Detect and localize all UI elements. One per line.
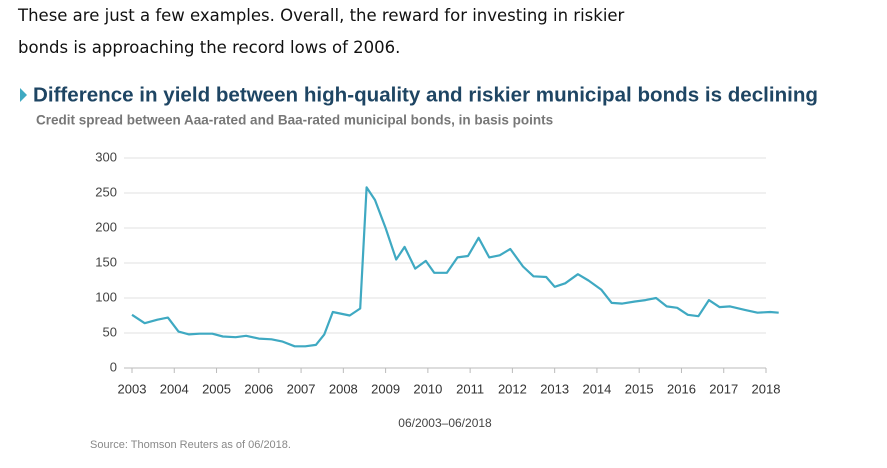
line-series	[131, 186, 779, 348]
x-tick-label: 2015	[625, 381, 654, 396]
x-axis-label: 06/2003–06/2018	[398, 416, 492, 430]
y-tick-label: 100	[95, 289, 117, 304]
x-tick-label: 2018	[752, 381, 781, 396]
x-tick-label: 2005	[202, 381, 231, 396]
x-tick-label: 2008	[329, 381, 358, 396]
y-tick-label: 300	[95, 149, 117, 164]
x-tick-label: 2003	[118, 381, 147, 396]
y-tick-label: 150	[95, 254, 117, 269]
chart-title: Difference in yield between high-quality…	[33, 84, 818, 106]
title-marker	[20, 88, 27, 102]
y-tick-label: 200	[95, 219, 117, 234]
intro-line: bonds is approaching the record lows of …	[18, 38, 401, 57]
x-tick-label: 2007	[287, 381, 316, 396]
x-tick-label: 2017	[709, 381, 738, 396]
x-tick-label: 2004	[160, 381, 189, 396]
intro-line: These are just a few examples. Overall, …	[18, 6, 625, 25]
x-tick-label: 2011	[456, 381, 484, 396]
y-tick-label: 0	[110, 359, 117, 374]
x-tick-label: 2006	[244, 381, 273, 396]
x-tick-label: 2010	[413, 381, 442, 396]
chart-subtitle: Credit spread between Aaa-rated and Baa-…	[36, 113, 553, 128]
x-tick-label: 2009	[371, 381, 400, 396]
y-tick-label: 250	[95, 184, 117, 199]
x-tick-label: 2013	[540, 381, 569, 396]
x-tick-label: 2014	[582, 381, 611, 396]
x-tick-label: 2016	[667, 381, 696, 396]
source: Source: Thomson Reuters as of 06/2018.	[90, 439, 291, 451]
x-tick-label: 2012	[498, 381, 527, 396]
y-tick-label: 50	[103, 324, 117, 339]
